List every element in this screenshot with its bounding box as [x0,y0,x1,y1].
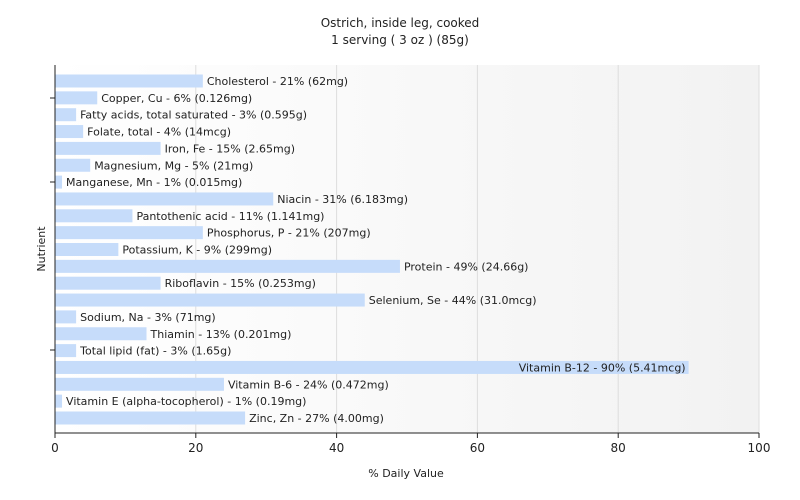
bar [55,209,133,223]
chart-title: Ostrich, inside leg, cooked [321,16,480,30]
x-tick-label: 80 [611,441,626,455]
bar-label: Phosphorus, P - 21% (207mg) [207,227,371,240]
bar-label: Vitamin B-6 - 24% (0.472mg) [228,378,389,391]
x-ticks: 0 20 40 60 80 100 [51,433,770,455]
bar-label: Copper, Cu - 6% (0.126mg) [101,92,252,105]
bar-label: Potassium, K - 9% (299mg) [122,244,272,257]
bar-label: Folate, total - 4% (14mcg) [87,126,231,139]
bar [55,377,224,391]
bar-label: Vitamin E (alpha-tocopherol) - 1% (0.19m… [66,395,306,408]
bar [55,411,246,425]
bar-labels: Cholesterol - 21% (62mg) Copper, Cu - 6% … [66,75,686,425]
bar [55,344,77,358]
x-axis-label: % Daily Value [368,467,444,480]
bar-label: Total lipid (fat) - 3% (1.65g) [79,345,231,358]
bar [55,310,77,324]
bar [55,74,203,88]
bar [55,360,689,374]
bar-label: Vitamin B-12 - 90% (5.41mcg) [519,361,686,374]
bar-label: Magnesium, Mg - 5% (21mg) [94,159,253,172]
bar [55,327,147,341]
bar [55,125,84,139]
bar-label: Fatty acids, total saturated - 3% (0.595… [80,109,307,122]
bar [55,141,161,155]
axes [50,65,759,434]
bar [55,293,365,307]
x-tick-label: 0 [51,441,59,455]
bar-label: Selenium, Se - 44% (31.0mcg) [369,294,537,307]
bar-label: Thiamin - 13% (0.201mg) [150,328,292,341]
x-tick-label: 60 [470,441,485,455]
bar-label: Riboflavin - 15% (0.253mg) [165,277,316,290]
bar [55,243,119,256]
bar [55,259,400,273]
bar [55,91,98,105]
bar [55,276,161,290]
x-tick-label: 100 [748,441,771,455]
bar-label: Protein - 49% (24.66g) [404,260,529,273]
bar [55,158,91,172]
bar [55,108,77,122]
x-tick-label: 40 [329,441,344,455]
bar-label: Cholesterol - 21% (62mg) [207,75,348,88]
bar [55,394,63,408]
bar-label: Manganese, Mn - 1% (0.015mg) [66,176,242,189]
bar [55,192,274,206]
y-axis-label: Nutrient [35,226,48,272]
bars [55,74,689,425]
bar-label: Pantothenic acid - 11% (1.141mg) [136,210,324,223]
bar [55,226,203,240]
bar-label: Iron, Fe - 15% (2.65mg) [165,142,295,155]
x-tick-label: 20 [188,441,203,455]
bar [55,175,63,189]
bar-label: Sodium, Na - 3% (71mg) [80,311,216,324]
chart-subtitle: 1 serving ( 3 oz ) (85g) [331,33,469,47]
bar-label: Zinc, Zn - 27% (4.00mg) [249,412,384,425]
bar-label: Niacin - 31% (6.183mg) [277,193,408,206]
